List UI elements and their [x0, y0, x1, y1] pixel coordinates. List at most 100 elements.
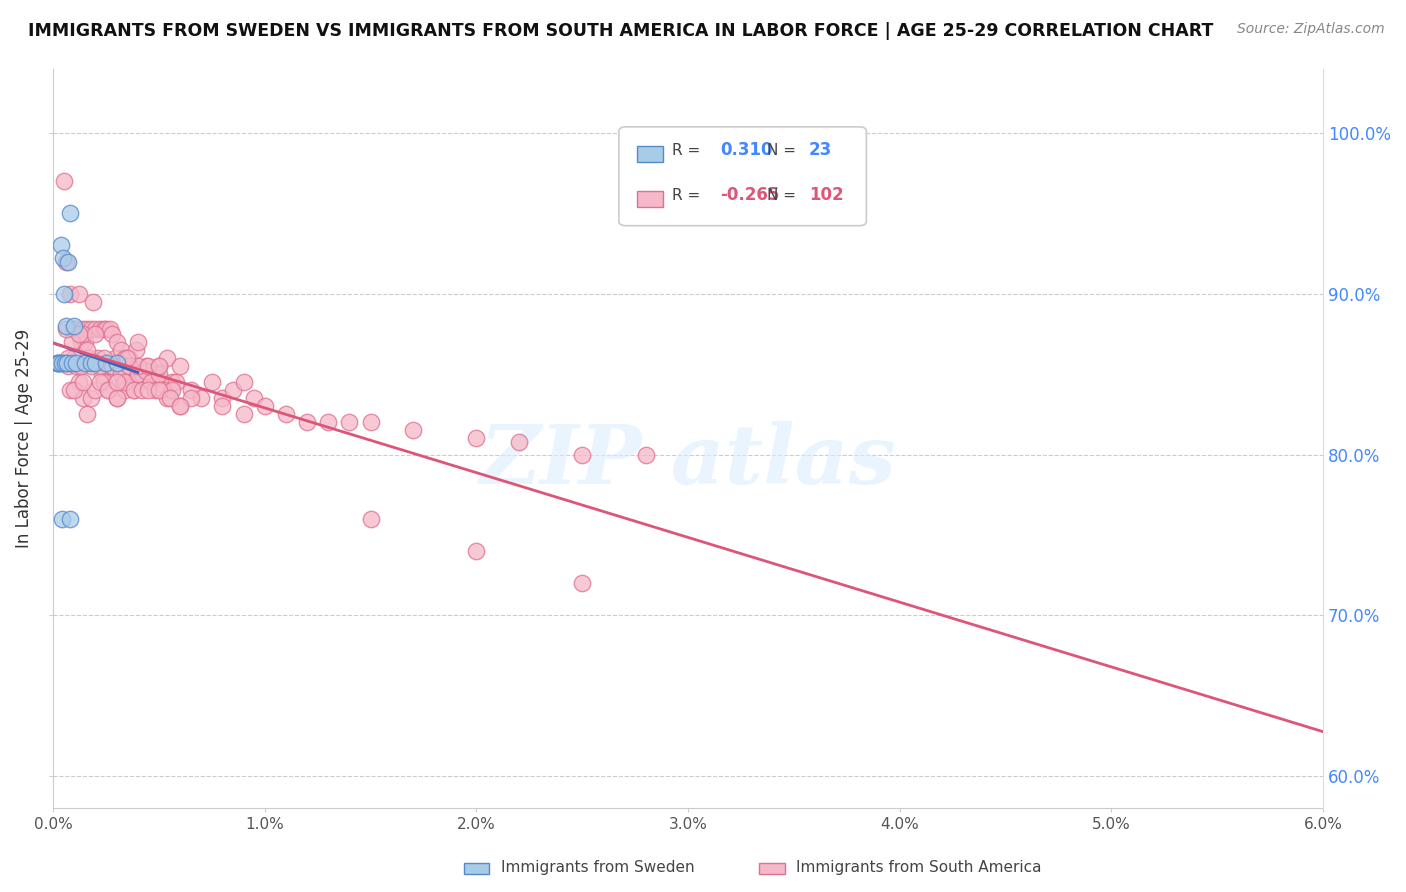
Point [89, 375, 111, 389]
Point [76, 343, 98, 357]
Point [143, 367, 166, 381]
Point [80, 391, 103, 405]
Point [156, 391, 179, 405]
Point [84, 383, 107, 397]
Point [98, 322, 121, 336]
Point [84, 326, 107, 341]
Point [232, 375, 254, 389]
Point [73, 356, 96, 370]
Point [105, 375, 128, 389]
Text: IMMIGRANTS FROM SWEDEN VS IMMIGRANTS FROM SOUTH AMERICA IN LABOR FORCE | AGE 25-: IMMIGRANTS FROM SWEDEN VS IMMIGRANTS FRO… [28, 22, 1213, 40]
Text: -0.265: -0.265 [720, 186, 779, 204]
Point [101, 359, 124, 373]
Point [159, 391, 181, 405]
Point [86, 351, 108, 365]
Point [634, 448, 657, 462]
Point [46, 356, 69, 370]
Point [63, 318, 86, 333]
Point [115, 359, 138, 373]
Point [111, 375, 134, 389]
Point [115, 351, 138, 365]
Point [93, 322, 115, 336]
Point [59, 286, 82, 301]
Point [105, 391, 128, 405]
Point [169, 399, 191, 413]
Point [122, 383, 145, 397]
Point [105, 391, 128, 405]
Point [49, 238, 72, 252]
Point [211, 391, 233, 405]
Point [139, 375, 162, 389]
Point [211, 399, 233, 413]
Point [103, 351, 125, 365]
Point [105, 356, 128, 370]
Point [63, 383, 86, 397]
Point [55, 318, 77, 333]
Y-axis label: In Labor Force | Age 25-29: In Labor Force | Age 25-29 [15, 329, 32, 548]
Point [97, 359, 120, 373]
Point [93, 351, 115, 365]
Point [127, 375, 149, 389]
Point [169, 399, 191, 413]
Point [118, 359, 141, 373]
Text: Immigrants from Sweden: Immigrants from Sweden [501, 861, 695, 875]
Text: Source: ZipAtlas.com: Source: ZipAtlas.com [1237, 22, 1385, 37]
Text: R =: R = [672, 188, 700, 202]
Text: R =: R = [672, 143, 700, 158]
Point [48, 356, 70, 370]
Point [56, 356, 79, 370]
Point [152, 375, 174, 389]
Point [122, 383, 145, 397]
Point [118, 359, 141, 373]
Point [571, 448, 593, 462]
Point [52, 286, 75, 301]
Point [120, 367, 142, 381]
Point [190, 391, 212, 405]
Point [402, 424, 425, 438]
Text: ZIP atlas: ZIP atlas [479, 421, 897, 500]
Point [72, 391, 94, 405]
Point [97, 383, 120, 397]
Text: 23: 23 [808, 141, 832, 159]
Point [77, 351, 100, 365]
Point [65, 322, 87, 336]
Point [148, 359, 170, 373]
Point [160, 383, 183, 397]
Point [65, 359, 87, 373]
Point [101, 359, 124, 373]
Point [65, 356, 87, 370]
Point [143, 383, 166, 397]
Text: 102: 102 [808, 186, 844, 204]
Point [60, 334, 83, 349]
Point [82, 294, 104, 309]
Text: Immigrants from South America: Immigrants from South America [796, 861, 1042, 875]
Point [118, 351, 141, 365]
Point [180, 391, 202, 405]
Point [73, 334, 96, 349]
Point [94, 356, 117, 370]
Point [114, 375, 136, 389]
Point [59, 512, 82, 526]
Point [94, 322, 117, 336]
Point [63, 322, 86, 336]
Point [318, 416, 340, 430]
Point [274, 407, 297, 421]
Point [243, 391, 266, 405]
Point [97, 383, 120, 397]
Point [232, 407, 254, 421]
Text: N =: N = [766, 188, 796, 202]
Point [465, 544, 488, 558]
Point [52, 252, 75, 266]
Point [180, 383, 202, 397]
Point [169, 359, 191, 373]
Point [127, 359, 149, 373]
Point [80, 322, 103, 336]
Point [253, 399, 276, 413]
Point [60, 322, 83, 336]
Point [101, 326, 124, 341]
Point [67, 286, 90, 301]
Point [76, 407, 98, 421]
Point [201, 375, 224, 389]
Point [339, 416, 361, 430]
Point [56, 359, 79, 373]
